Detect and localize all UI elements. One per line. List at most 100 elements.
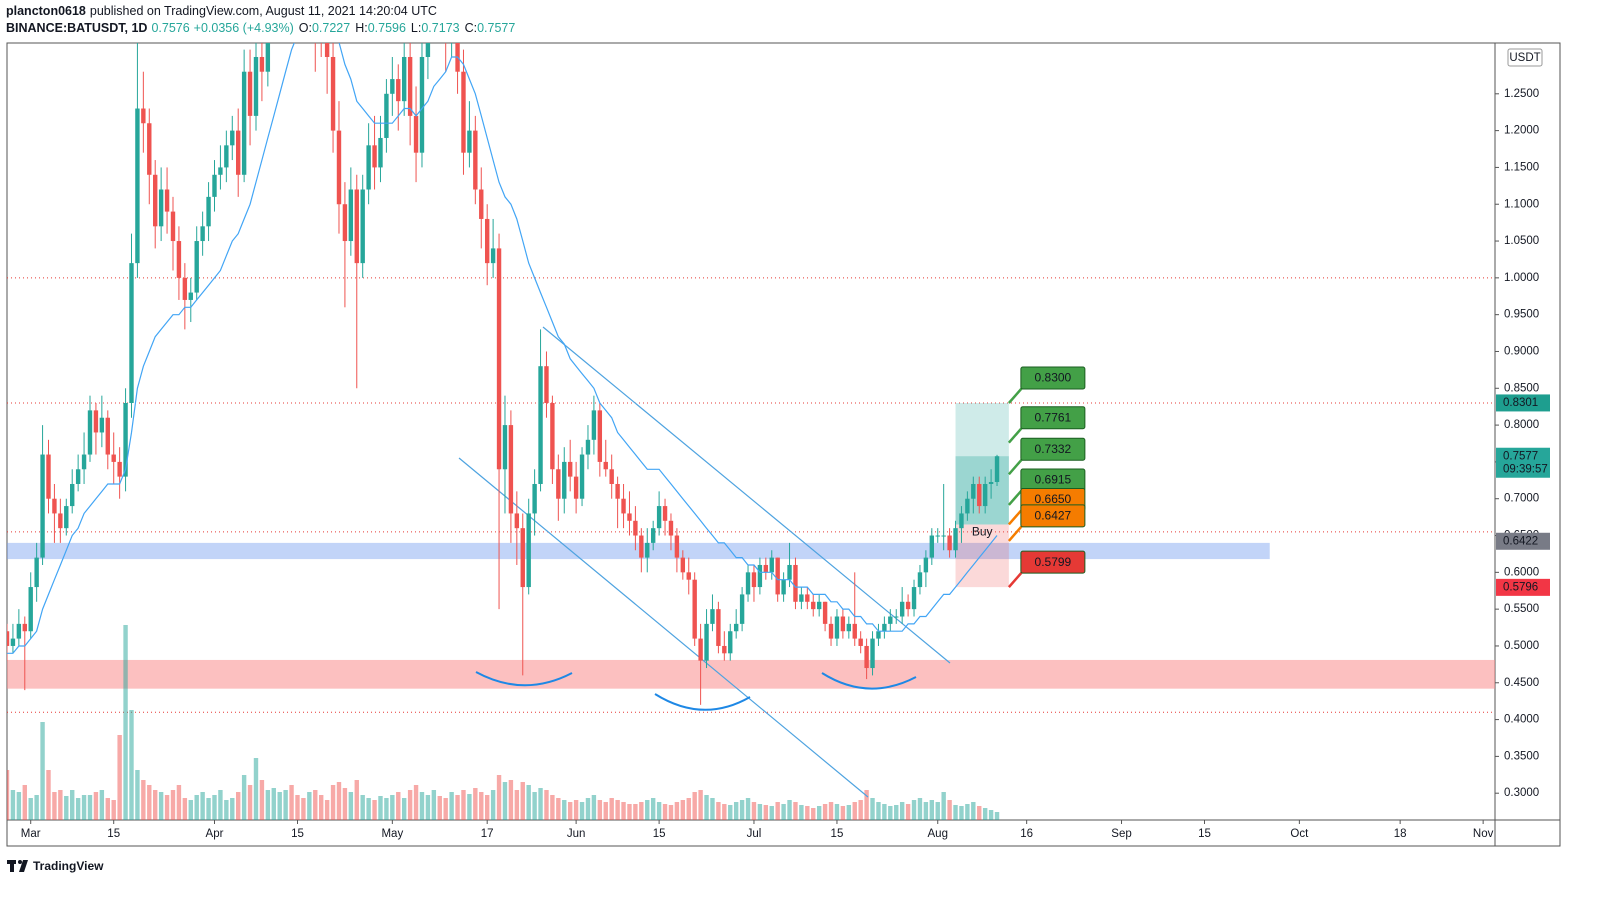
candle-body bbox=[526, 513, 531, 588]
volume-bar bbox=[763, 805, 769, 820]
target-label: 0.5799 bbox=[1035, 555, 1072, 569]
ohlc-value: 0.7227 bbox=[312, 21, 350, 35]
volume-bar bbox=[828, 802, 834, 820]
trend-line bbox=[542, 326, 951, 664]
volume-bar bbox=[757, 804, 763, 820]
candle-body bbox=[905, 601, 911, 610]
volume-bar bbox=[28, 798, 33, 820]
price-tag bbox=[1496, 578, 1550, 596]
x-tick-label: 16 bbox=[1020, 828, 1033, 840]
volume-bar bbox=[645, 800, 650, 820]
candle-body bbox=[662, 506, 668, 521]
volume-bar bbox=[959, 806, 964, 820]
candle-body bbox=[959, 513, 964, 529]
target-box bbox=[1020, 366, 1086, 390]
volume-bar bbox=[639, 802, 644, 820]
candle-body bbox=[686, 572, 691, 580]
candle-body bbox=[793, 564, 798, 602]
volume-bar bbox=[650, 798, 656, 820]
footer-logo: TradingView bbox=[7, 859, 104, 873]
candle-body bbox=[484, 218, 490, 264]
y-tick-label: 1.1500 bbox=[1504, 161, 1539, 173]
x-tick-label: 15 bbox=[1198, 828, 1211, 840]
volume-bar bbox=[170, 790, 176, 820]
volume-bar bbox=[372, 800, 377, 820]
y-tick-label: 0.4500 bbox=[1504, 677, 1539, 689]
volume-bar bbox=[158, 792, 164, 820]
candle-body bbox=[378, 137, 383, 168]
candle-body bbox=[882, 623, 887, 632]
y-tick-label: 0.5000 bbox=[1504, 640, 1539, 652]
volume-bar bbox=[241, 775, 247, 820]
candle-body bbox=[206, 196, 211, 227]
candle-body bbox=[407, 56, 413, 116]
volume-bar bbox=[81, 795, 87, 820]
candle-body bbox=[852, 623, 857, 639]
published: published on TradingView.com, August 11,… bbox=[90, 4, 437, 18]
volume-bar bbox=[633, 804, 638, 820]
change: +0.0356 (+4.93%) bbox=[194, 21, 294, 35]
target-label: 0.6915 bbox=[1035, 473, 1072, 487]
volume-bar bbox=[686, 798, 691, 820]
volume-bar bbox=[704, 795, 709, 820]
plot bbox=[7, 43, 1000, 798]
volume-bar bbox=[674, 802, 680, 820]
target-box bbox=[1020, 406, 1086, 430]
candle-body bbox=[722, 645, 727, 654]
volume-bar bbox=[479, 792, 484, 820]
candle-body bbox=[230, 130, 235, 146]
volume-bar bbox=[449, 792, 454, 820]
candle-body bbox=[633, 520, 638, 536]
candle-body bbox=[188, 292, 193, 300]
x-tick-label: Mar bbox=[21, 828, 41, 840]
candle-body bbox=[105, 417, 110, 455]
ohlc-key: O: bbox=[299, 21, 312, 35]
volume-bar bbox=[307, 792, 312, 820]
x-tick-label: Nov bbox=[1473, 828, 1494, 840]
candle-body bbox=[170, 211, 176, 242]
ohlc-value: 0.7577 bbox=[477, 21, 515, 35]
author: plancton0618 bbox=[6, 4, 86, 18]
volume-bar bbox=[496, 775, 502, 820]
candle-body bbox=[508, 425, 514, 514]
volume-bar bbox=[164, 795, 170, 820]
volume-bar bbox=[64, 796, 69, 820]
candle-body bbox=[253, 56, 259, 116]
candle-body bbox=[461, 71, 466, 153]
candle-body bbox=[81, 454, 87, 470]
ohlc-value: 0.7596 bbox=[368, 21, 406, 35]
volume-bar bbox=[277, 792, 282, 820]
volume-bar bbox=[870, 798, 875, 820]
volume-bar bbox=[360, 795, 365, 820]
candle-body bbox=[775, 557, 780, 595]
volume-bar bbox=[816, 806, 822, 820]
volume-bar bbox=[182, 798, 188, 820]
candle-body bbox=[911, 587, 917, 610]
candle-body bbox=[75, 469, 81, 484]
volume-bar bbox=[313, 790, 318, 820]
candle-body bbox=[787, 564, 792, 580]
volume-bar bbox=[7, 770, 10, 820]
volume-bar bbox=[834, 804, 840, 820]
volume-bar bbox=[508, 780, 514, 820]
volume-bar bbox=[864, 790, 869, 820]
x-tick-label: 15 bbox=[653, 828, 666, 840]
candle-body bbox=[419, 56, 425, 153]
candle-body bbox=[716, 609, 721, 646]
volume-bar bbox=[265, 790, 271, 820]
x-tick-label: 15 bbox=[291, 828, 304, 840]
position-label: Buy bbox=[972, 525, 993, 539]
candle-body bbox=[704, 623, 709, 661]
volume-bar bbox=[425, 795, 431, 820]
volume-bar bbox=[532, 792, 537, 820]
volume-bar bbox=[722, 804, 727, 820]
volume-bar bbox=[947, 800, 952, 820]
volume-bar bbox=[680, 800, 686, 820]
volume-bar bbox=[585, 798, 591, 820]
candle-body bbox=[70, 483, 75, 507]
y-tick-label: 1.2500 bbox=[1504, 88, 1539, 100]
volume-bar bbox=[93, 792, 99, 820]
candle-body bbox=[58, 513, 63, 529]
volume-bar bbox=[656, 802, 662, 820]
volume-bar bbox=[787, 800, 792, 820]
